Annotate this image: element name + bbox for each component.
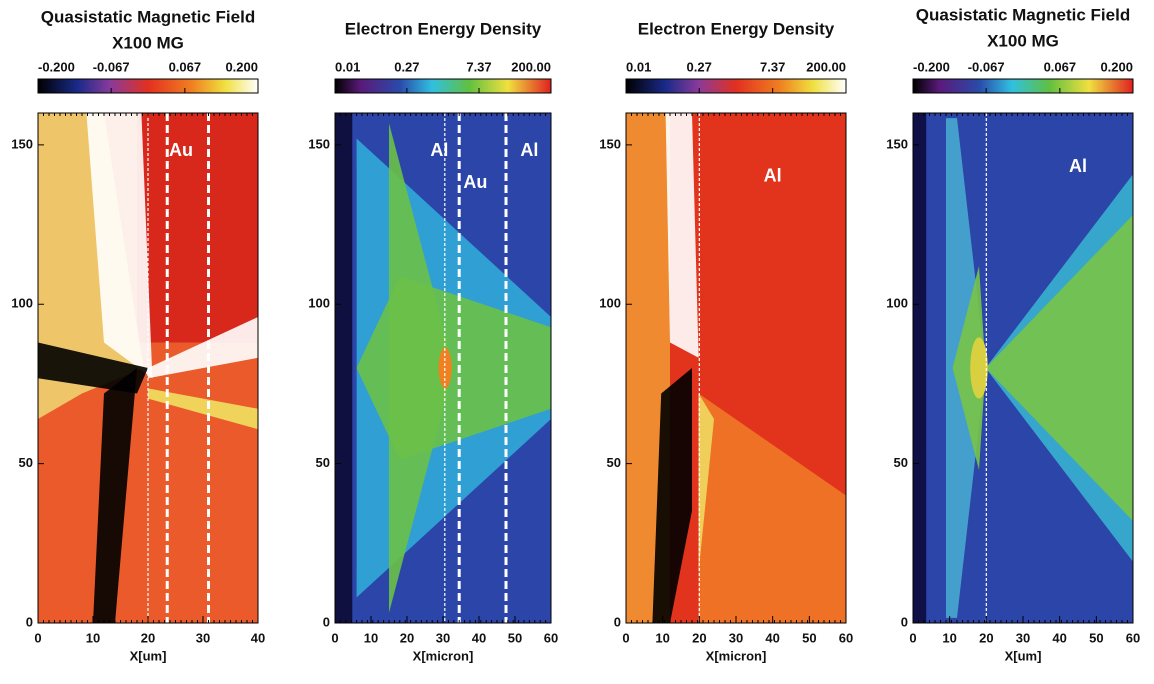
- y-tick-label: 150: [308, 136, 330, 151]
- field-region: [698, 393, 846, 623]
- y-tick-label: 0: [323, 614, 330, 629]
- annotation: Au: [169, 140, 193, 160]
- x-tick-label: 20: [979, 630, 993, 645]
- field-region: [665, 113, 699, 358]
- x-tick-label: 40: [765, 630, 779, 645]
- panel-subtitle: X100 MG: [112, 33, 184, 52]
- colorbar-tick-label: 0.067: [1044, 59, 1077, 74]
- x-axis-label: X[um]: [130, 648, 167, 663]
- annotation: Al: [520, 140, 538, 160]
- x-tick-label: 50: [1089, 630, 1103, 645]
- x-tick-label: 20: [400, 630, 414, 645]
- annotation: Al: [1069, 156, 1087, 176]
- annotation: Al: [430, 140, 448, 160]
- field-region: [952, 266, 986, 470]
- field-map: [626, 113, 846, 623]
- x-tick-label: 30: [729, 630, 743, 645]
- y-tick-label: 0: [901, 614, 908, 629]
- x-tick-label: 30: [436, 630, 450, 645]
- field-region: [137, 113, 258, 343]
- field-region: [93, 368, 137, 623]
- x-axis-label: X[micron]: [413, 648, 474, 663]
- colorbar-tick-label: 200.00: [806, 59, 846, 74]
- panel-title: Electron Energy Density: [638, 19, 835, 38]
- y-tick-label: 0: [26, 614, 33, 629]
- y-tick-label: 100: [886, 296, 908, 311]
- colorbar: [37, 78, 259, 94]
- field-region: [86, 113, 153, 379]
- colorbar: [334, 78, 552, 94]
- field-region: [38, 342, 148, 394]
- colorbar-tick-label: 0.067: [169, 59, 202, 74]
- x-tick-label: 60: [839, 630, 853, 645]
- colorbar-tick-label: -0.200: [38, 59, 75, 74]
- x-tick-label: 50: [508, 630, 522, 645]
- x-tick-label: 10: [364, 630, 378, 645]
- y-tick-label: 100: [308, 296, 330, 311]
- colorbar-tick-label: 0.27: [394, 59, 419, 74]
- x-axis-label: X[micron]: [706, 648, 767, 663]
- panel-title: Quasistatic Magnetic Field: [916, 5, 1130, 24]
- x-tick-label: 10: [942, 630, 956, 645]
- x-tick-label: 10: [86, 630, 100, 645]
- x-tick-label: 40: [1052, 630, 1066, 645]
- field-region: [698, 393, 714, 572]
- field-region: [148, 317, 258, 379]
- colorbar-tick-label: -0.067: [93, 59, 130, 74]
- colorbar-tick-label: -0.067: [968, 59, 1005, 74]
- y-tick-label: 150: [11, 136, 33, 151]
- colorbar-tick-label: 0.27: [687, 59, 712, 74]
- panel-title: Electron Energy Density: [345, 19, 542, 38]
- y-tick-label: 50: [316, 455, 330, 470]
- x-tick-label: 60: [1126, 630, 1140, 645]
- field-region: [913, 113, 927, 623]
- x-axis-label: X[um]: [1005, 648, 1042, 663]
- y-tick-label: 150: [886, 136, 908, 151]
- y-tick-label: 50: [607, 455, 621, 470]
- x-tick-label: 50: [802, 630, 816, 645]
- panel-subtitle: X100 MG: [987, 31, 1059, 50]
- x-tick-label: 20: [141, 630, 155, 645]
- y-tick-label: 50: [19, 455, 33, 470]
- field-region: [985, 215, 1133, 521]
- colorbar: [625, 78, 847, 94]
- field-region: [335, 113, 353, 623]
- x-tick-label: 0: [34, 630, 41, 645]
- colorbar-tick-label: 0.01: [335, 59, 360, 74]
- x-tick-label: 0: [909, 630, 916, 645]
- y-tick-label: 50: [894, 455, 908, 470]
- colorbar: [912, 78, 1134, 94]
- panel-title: Quasistatic Magnetic Field: [41, 7, 255, 26]
- field-region: [148, 388, 258, 430]
- annotation: Al: [764, 166, 782, 186]
- field-map: [335, 113, 551, 623]
- colorbar-tick-label: 200.00: [511, 59, 551, 74]
- field-region: [652, 368, 692, 623]
- x-tick-label: 10: [655, 630, 669, 645]
- colorbar-tick-label: 7.37: [466, 59, 491, 74]
- annotation: Au: [463, 172, 487, 192]
- colorbar-tick-label: 0.01: [626, 59, 651, 74]
- x-tick-label: 20: [692, 630, 706, 645]
- y-tick-label: 150: [599, 136, 621, 151]
- x-tick-label: 30: [196, 630, 210, 645]
- x-tick-label: 60: [544, 630, 558, 645]
- colorbar-tick-label: 0.200: [1100, 59, 1133, 74]
- y-tick-label: 0: [614, 614, 621, 629]
- y-tick-label: 100: [599, 296, 621, 311]
- colorbar-tick-label: 0.200: [225, 59, 258, 74]
- x-tick-label: 40: [472, 630, 486, 645]
- x-tick-label: 30: [1016, 630, 1030, 645]
- field-region: [970, 337, 988, 399]
- colorbar-tick-label: -0.200: [913, 59, 950, 74]
- x-tick-label: 40: [251, 630, 265, 645]
- y-tick-label: 100: [11, 296, 33, 311]
- colorbar-tick-label: 7.37: [760, 59, 785, 74]
- field-map: [913, 113, 1133, 623]
- x-tick-label: 0: [331, 630, 338, 645]
- x-tick-label: 0: [622, 630, 629, 645]
- field-region: [356, 276, 551, 460]
